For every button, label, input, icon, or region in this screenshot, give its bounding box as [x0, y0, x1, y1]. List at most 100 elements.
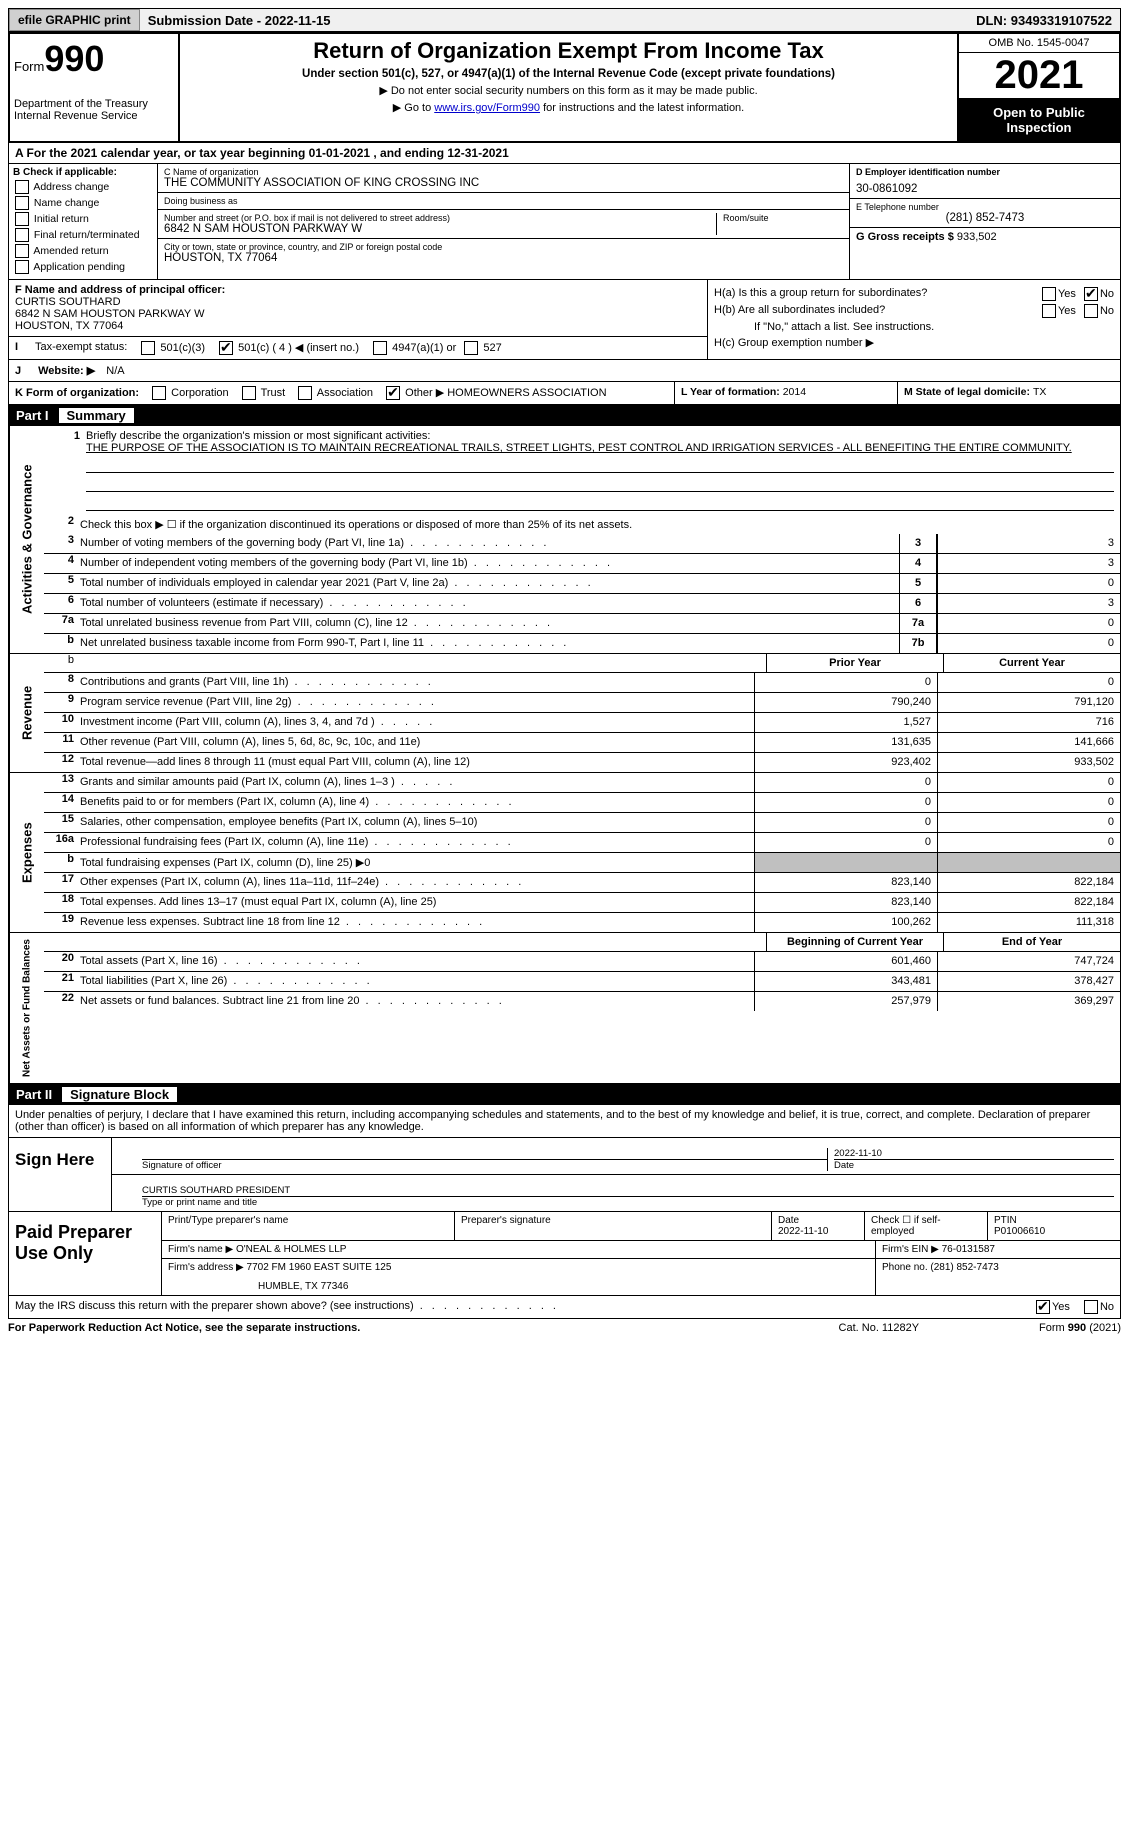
addr-label: Number and street (or P.O. box if mail i… [164, 213, 710, 223]
omb-number: OMB No. 1545-0047 [959, 34, 1119, 53]
line20: 20Total assets (Part X, line 16)601,4607… [44, 952, 1120, 972]
l19-desc: Revenue less expenses. Subtract line 18 … [80, 913, 754, 932]
l8-prior: 0 [754, 673, 937, 692]
netassets-table: Net Assets or Fund Balances Beginning of… [8, 933, 1121, 1084]
check-address-change[interactable]: Address change [13, 180, 153, 194]
officer-name: CURTIS SOUTHARD [15, 296, 701, 308]
declaration-text: Under penalties of perjury, I declare th… [9, 1105, 1120, 1138]
l19-curr: 111,318 [937, 913, 1120, 932]
line7a-desc: Total unrelated business revenue from Pa… [80, 614, 899, 633]
hb-no[interactable]: No [1082, 304, 1114, 318]
revenue-header: b Prior Year Current Year [44, 654, 1120, 673]
officer-date-field: 2022-11-10 Date [827, 1148, 1114, 1171]
l21-num: 21 [44, 972, 80, 991]
submission-label: Submission Date - [148, 13, 265, 28]
blank-line-1 [86, 456, 1114, 473]
l13-desc: Grants and similar amounts paid (Part IX… [80, 773, 754, 792]
line2: 2 Check this box ▶ ☐ if the organization… [44, 515, 1120, 534]
k-label: K Form of organization: [15, 387, 139, 399]
org-name-label: C Name of organization [164, 167, 843, 177]
check-corporation[interactable]: Corporation [150, 387, 229, 399]
check-other[interactable]: Other ▶ [384, 387, 444, 399]
check-final-return[interactable]: Final return/terminated [13, 228, 153, 242]
ha-yes[interactable]: Yes [1040, 287, 1076, 301]
efile-print-button[interactable]: efile GRAPHIC print [9, 9, 140, 31]
irs-link[interactable]: www.irs.gov/Form990 [434, 102, 540, 114]
line16b: bTotal fundraising expenses (Part IX, co… [44, 853, 1120, 873]
mission-text: THE PURPOSE OF THE ASSOCIATION IS TO MAI… [86, 442, 1114, 454]
check-4947[interactable]: 4947(a)(1) or [371, 341, 456, 355]
line15: 15Salaries, other compensation, employee… [44, 813, 1120, 833]
check-501c3[interactable]: 501(c)(3) [139, 341, 205, 355]
sig-date: 2022-11-10 [834, 1148, 1114, 1159]
sig-officer-row: Signature of officer 2022-11-10 Date [112, 1138, 1120, 1175]
check-name-change[interactable]: Name change [13, 196, 153, 210]
line2-num: 2 [44, 515, 80, 534]
section-f-h: F Name and address of principal officer:… [8, 280, 1121, 360]
ein-row: D Employer identification number 30-0861… [850, 164, 1120, 199]
check-501c[interactable]: 501(c) ( 4 ) ◀ (insert no.) [217, 341, 359, 355]
footer-center: Cat. No. 11282Y [839, 1322, 920, 1334]
l14-num: 14 [44, 793, 80, 812]
header-left: Form990 Department of the Treasury Inter… [10, 34, 180, 141]
firm-ein: 76-0131587 [942, 1244, 995, 1255]
preparer-section: Paid Preparer Use Only Print/Type prepar… [9, 1211, 1120, 1295]
line19: 19Revenue less expenses. Subtract line 1… [44, 913, 1120, 932]
hb-yes[interactable]: Yes [1040, 304, 1076, 318]
firm-ein-label: Firm's EIN ▶ [882, 1244, 942, 1255]
l12-num: 12 [44, 753, 80, 772]
address-row: Number and street (or P.O. box if mail i… [158, 210, 849, 239]
side-label-revenue: Revenue [9, 654, 44, 772]
revenue-table: Revenue b Prior Year Current Year 8Contr… [8, 654, 1121, 773]
line17: 17Other expenses (Part IX, column (A), l… [44, 873, 1120, 893]
line11: 11Other revenue (Part VIII, column (A), … [44, 733, 1120, 753]
expenses-table: Expenses 13Grants and similar amounts pa… [8, 773, 1121, 933]
m-label: M State of legal domicile: [904, 386, 1033, 398]
check-527[interactable]: 527 [462, 341, 501, 355]
ha-no[interactable]: No [1082, 287, 1114, 301]
line18: 18Total expenses. Add lines 13–17 (must … [44, 893, 1120, 913]
website-label: Website: ▶ [38, 365, 95, 377]
l-label: L Year of formation: [681, 386, 783, 398]
officer-addr2: HOUSTON, TX 77064 [15, 320, 701, 332]
side-label-governance: Activities & Governance [9, 426, 44, 653]
m-value: TX [1033, 386, 1046, 398]
check-application-pending[interactable]: Application pending [13, 260, 153, 274]
irs-yes[interactable]: Yes [1034, 1300, 1070, 1314]
check-amended-return[interactable]: Amended return [13, 244, 153, 258]
org-name-row: C Name of organization THE COMMUNITY ASS… [158, 164, 849, 193]
l22-desc: Net assets or fund balances. Subtract li… [80, 992, 754, 1011]
dba-label: Doing business as [164, 196, 843, 206]
l16b-num: b [44, 853, 80, 872]
note2-pre: ▶ Go to [393, 102, 434, 114]
line3-val: 3 [937, 534, 1120, 553]
check-association[interactable]: Association [296, 387, 373, 399]
k-other: Other ▶ [405, 387, 444, 399]
yes-label2: Yes [1058, 305, 1076, 317]
l14-curr: 0 [937, 793, 1120, 812]
footer-row: For Paperwork Reduction Act Notice, see … [8, 1319, 1121, 1337]
line5-box: 5 [899, 574, 937, 593]
open-to-public: Open to Public Inspection [959, 99, 1119, 141]
dln-label: DLN: [976, 13, 1011, 28]
preparer-right: Print/Type preparer's name Preparer's si… [162, 1212, 1120, 1295]
column-c: C Name of organization THE COMMUNITY ASS… [158, 164, 850, 279]
check-trust[interactable]: Trust [240, 387, 286, 399]
mission-block: 1 Briefly describe the organization's mi… [44, 426, 1120, 515]
no-label2: No [1100, 305, 1114, 317]
firm-name-label: Firm's name ▶ [168, 1244, 236, 1255]
city-label: City or town, state or province, country… [164, 242, 843, 252]
l12-prior: 923,402 [754, 753, 937, 772]
hb-note: If "No," attach a list. See instructions… [714, 321, 1114, 333]
firm-phone: (281) 852-7473 [930, 1262, 998, 1273]
l13-prior: 0 [754, 773, 937, 792]
line10: 10Investment income (Part VIII, column (… [44, 713, 1120, 733]
part2-label: Part II [16, 1087, 62, 1102]
l21-end: 378,427 [937, 972, 1120, 991]
irs-no[interactable]: No [1082, 1300, 1114, 1314]
line4: 4 Number of independent voting members o… [44, 554, 1120, 574]
check-initial-return[interactable]: Initial return [13, 212, 153, 226]
header-block: Form990 Department of the Treasury Inter… [8, 32, 1121, 143]
website-note: ▶ Go to www.irs.gov/Form990 for instruct… [186, 101, 951, 114]
l21-desc: Total liabilities (Part X, line 26) [80, 972, 754, 991]
